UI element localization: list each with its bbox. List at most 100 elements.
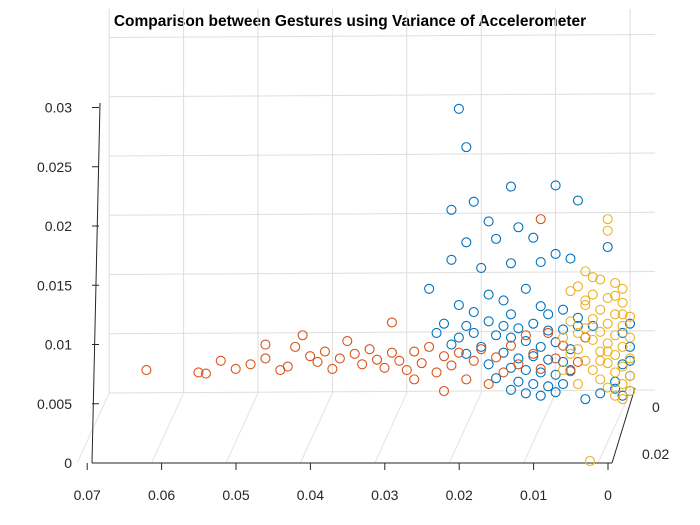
data-point	[617, 390, 628, 401]
data-point	[327, 363, 338, 374]
data-point	[342, 336, 353, 347]
data-point	[595, 355, 606, 366]
data-point	[476, 341, 487, 352]
floor-grid-line	[374, 392, 408, 464]
data-point	[595, 374, 606, 385]
data-point	[587, 289, 598, 300]
data-point	[513, 376, 524, 387]
data-point	[401, 365, 412, 376]
x-tick-label: 0.02	[446, 487, 473, 503]
data-point	[520, 330, 531, 341]
data-point	[550, 248, 561, 260]
grid-layer	[76, 9, 656, 464]
z-tick-label: 0.02	[45, 218, 72, 234]
data-point	[595, 326, 606, 337]
data-point	[535, 257, 546, 268]
data-point	[491, 373, 502, 384]
data-point	[483, 378, 494, 390]
data-point	[543, 325, 554, 336]
x-tick-label: 0	[604, 487, 612, 503]
data-point	[513, 359, 524, 370]
data-point	[610, 367, 621, 378]
data-point	[535, 301, 546, 312]
data-point	[557, 304, 569, 315]
x-tick-label: 0.06	[148, 487, 175, 503]
data-point	[624, 318, 636, 329]
floor-grid-line	[448, 392, 482, 464]
data-point	[334, 353, 345, 364]
floor-grid-line	[597, 392, 631, 464]
z-tick-label: 0.015	[37, 277, 72, 293]
data-point	[446, 339, 457, 350]
data-point	[580, 355, 591, 366]
data-point	[461, 348, 472, 359]
z-tick-label: 0.025	[37, 159, 72, 175]
data-point	[550, 369, 561, 380]
data-point	[580, 266, 591, 277]
data-point	[416, 358, 427, 369]
data-point	[520, 336, 531, 347]
grid-line-z	[109, 34, 656, 38]
data-point	[535, 367, 546, 378]
data-point	[431, 367, 442, 378]
data-point	[505, 258, 517, 269]
data-point	[312, 356, 323, 368]
data-point	[617, 297, 628, 308]
data-point	[230, 363, 241, 374]
data-point	[498, 320, 509, 332]
data-point	[557, 340, 569, 351]
data-point	[528, 378, 539, 390]
data-point	[572, 344, 583, 355]
data-point	[513, 353, 524, 364]
chart-title: Comparison between Gestures using Varian…	[113, 13, 587, 30]
data-point	[305, 351, 316, 362]
data-point	[215, 355, 226, 366]
z-tick-label: 0.01	[45, 337, 72, 353]
data-point	[505, 340, 517, 351]
data-point	[498, 295, 509, 306]
grid-line-z	[109, 152, 656, 157]
data-point	[386, 317, 397, 328]
data-point	[610, 309, 621, 320]
data-point	[580, 323, 591, 334]
data-point	[565, 316, 576, 327]
data-point	[371, 354, 383, 365]
grid-line-z	[109, 330, 656, 335]
data-point	[424, 283, 435, 294]
data-point	[535, 390, 546, 401]
data-point	[543, 354, 554, 365]
data-point	[580, 300, 591, 311]
data-point	[282, 361, 293, 372]
data-point	[535, 363, 546, 374]
data-point	[595, 274, 606, 285]
data-point	[468, 306, 479, 318]
data-point	[602, 318, 613, 329]
marks-layer	[141, 103, 636, 467]
data-point	[535, 341, 546, 352]
data-point	[438, 318, 450, 329]
labels-layer: 0 0.005 0.01 0.015 0.02 0.025 0.03 0.07 0.06 0.05…	[37, 100, 670, 504]
data-point	[587, 365, 598, 376]
data-point	[446, 204, 457, 215]
data-point	[602, 382, 613, 393]
data-point	[572, 378, 583, 390]
data-point	[453, 332, 464, 343]
data-point	[610, 330, 621, 341]
data-point	[565, 348, 576, 359]
data-point	[260, 339, 271, 350]
data-point	[617, 394, 628, 405]
data-point	[580, 295, 591, 306]
data-point	[557, 332, 569, 343]
depth-tick-label: 0	[652, 399, 660, 415]
data-point	[386, 347, 397, 358]
data-point	[476, 344, 487, 355]
data-point	[557, 365, 569, 376]
data-point	[535, 214, 546, 225]
data-point	[498, 347, 509, 358]
data-point	[461, 142, 472, 153]
data-point	[446, 360, 457, 371]
data-point	[624, 332, 636, 343]
data-point	[572, 356, 583, 368]
data-point	[528, 351, 539, 362]
data-point	[584, 455, 596, 467]
